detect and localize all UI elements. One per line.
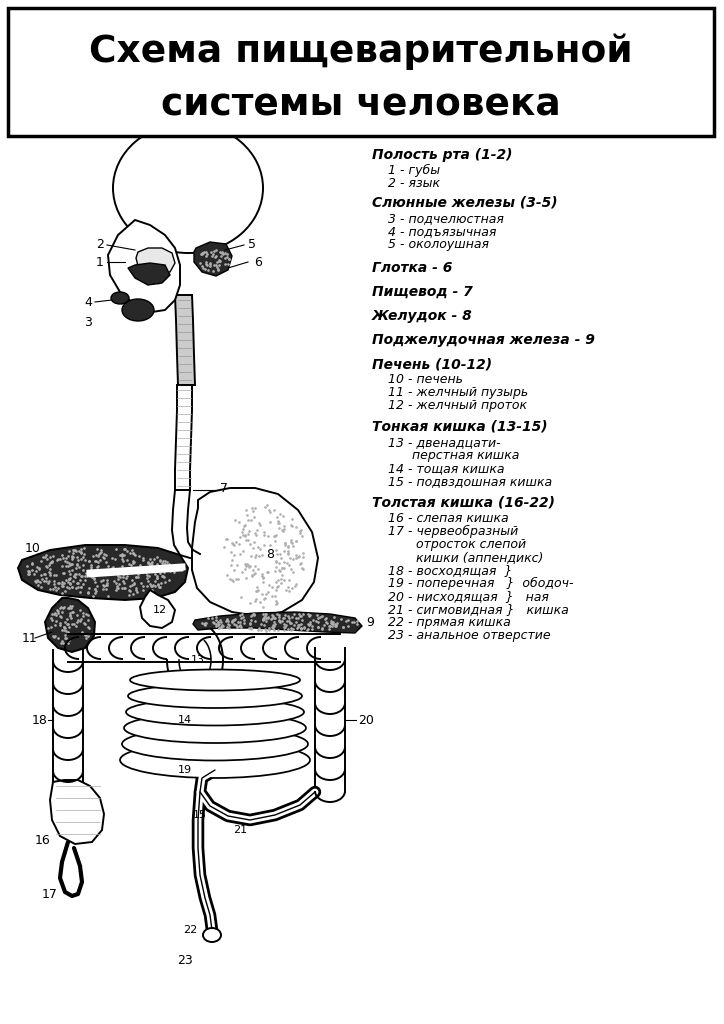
Ellipse shape [130,670,300,690]
Polygon shape [50,780,104,844]
Text: 14 - тощая кишка: 14 - тощая кишка [388,462,505,475]
Text: 9: 9 [366,615,374,629]
Text: Слюнные железы (3-5): Слюнные железы (3-5) [372,196,557,210]
Text: 2 - язык: 2 - язык [388,177,440,190]
Polygon shape [175,295,195,385]
Text: 18: 18 [32,714,48,726]
Text: Полость рта (1-2): Полость рта (1-2) [372,148,513,162]
Text: кишки (аппендикс): кишки (аппендикс) [388,551,544,564]
Text: 11 - желчный пузырь: 11 - желчный пузырь [388,386,529,399]
Text: 5: 5 [248,239,256,252]
Ellipse shape [122,727,308,761]
Text: Глотка - 6: Глотка - 6 [372,261,452,275]
Text: 4: 4 [84,296,92,308]
Text: 7: 7 [220,482,228,496]
Text: 18 - восходящая  }: 18 - восходящая } [388,564,513,577]
Text: 8: 8 [266,549,274,561]
Text: перстная кишка: перстная кишка [388,449,519,462]
Text: Толстая кишка (16-22): Толстая кишка (16-22) [372,496,555,510]
Text: Печень (10-12): Печень (10-12) [372,357,492,371]
Text: 22: 22 [183,925,197,935]
Polygon shape [140,590,175,628]
Text: Пищевод - 7: Пищевод - 7 [372,285,473,299]
Text: отросток слепой: отросток слепой [388,538,526,551]
Text: 19: 19 [178,765,192,775]
Text: 23 - анальное отверстие: 23 - анальное отверстие [388,629,551,642]
Ellipse shape [126,698,304,725]
Polygon shape [136,248,175,275]
Text: 3: 3 [84,315,92,329]
Text: 2: 2 [96,239,104,252]
Text: 1: 1 [96,256,104,268]
Ellipse shape [128,684,302,708]
Polygon shape [194,242,232,276]
Polygon shape [192,488,318,616]
Polygon shape [128,263,170,285]
Polygon shape [45,598,95,652]
Text: Тонкая кишка (13-15): Тонкая кишка (13-15) [372,420,547,434]
Text: 22 - прямая кишка: 22 - прямая кишка [388,616,510,629]
Text: 13: 13 [191,655,205,665]
Text: 6: 6 [254,256,262,268]
Text: Поджелудочная железа - 9: Поджелудочная железа - 9 [372,333,595,347]
Text: 15: 15 [193,810,207,820]
Text: 16: 16 [35,834,51,847]
Text: 12 - желчный проток: 12 - желчный проток [388,399,527,412]
Ellipse shape [111,292,129,304]
Text: 17 - червеобразный: 17 - червеобразный [388,525,518,538]
Text: 3 - подчелюстная: 3 - подчелюстная [388,212,504,225]
Text: 15 - подвздошная кишка: 15 - подвздошная кишка [388,475,552,488]
Polygon shape [175,385,192,490]
Text: 10: 10 [25,542,41,555]
Text: Схема пищеварительной: Схема пищеварительной [89,34,633,71]
Text: 21: 21 [233,825,247,835]
Ellipse shape [203,928,221,942]
Text: 21 - сигмовидная }   кишка: 21 - сигмовидная } кишка [388,603,569,616]
Text: системы человека: системы человека [161,87,561,123]
Text: 11: 11 [22,632,38,644]
Text: 13 - двенадцати-: 13 - двенадцати- [388,436,500,449]
Ellipse shape [124,713,306,743]
Text: 12: 12 [153,605,167,615]
Polygon shape [193,612,362,633]
Polygon shape [108,220,180,312]
Text: 16 - слепая кишка: 16 - слепая кишка [388,512,509,525]
Text: 23: 23 [177,953,193,967]
Text: 17: 17 [42,889,58,901]
Text: 1 - губы: 1 - губы [388,164,440,177]
Ellipse shape [122,299,154,321]
Text: 20: 20 [358,714,374,726]
Ellipse shape [120,742,310,778]
Text: 10 - печень: 10 - печень [388,373,463,386]
Text: 20 - нисходящая  }   ная: 20 - нисходящая } ная [388,590,549,603]
Text: 14: 14 [178,715,192,725]
Text: 5 - околоушная: 5 - околоушная [388,238,489,251]
Polygon shape [18,545,188,600]
Text: Желудок - 8: Желудок - 8 [372,309,473,323]
Text: 19 - поперечная   }  ободоч-: 19 - поперечная } ободоч- [388,577,573,590]
Text: 4 - подъязычная: 4 - подъязычная [388,225,497,238]
FancyBboxPatch shape [8,8,714,136]
Ellipse shape [113,123,263,253]
